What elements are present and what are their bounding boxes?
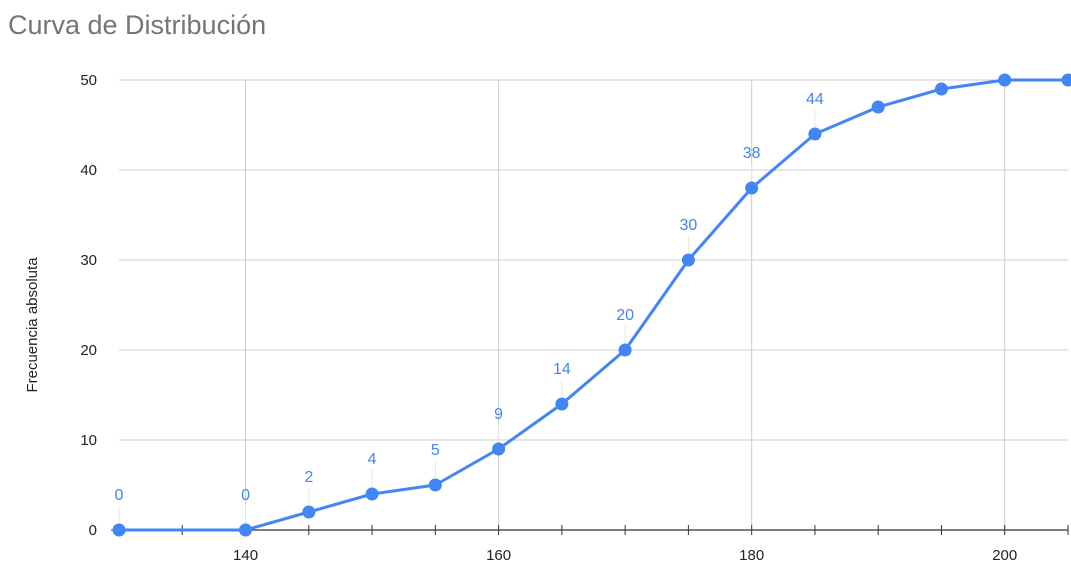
data-label-145: 2: [304, 469, 313, 486]
data-label-165: 14: [553, 361, 571, 378]
series-line: [112, 73, 1071, 537]
data-labels: 0 0 2 4 5 9 14 20 30 38 44: [115, 91, 824, 523]
data-point-175: [681, 253, 695, 267]
x-tick-160: 160: [486, 547, 511, 564]
y-tick-labels: 0 10 20 30 40 50: [80, 72, 97, 539]
x-tick-labels: 140 160 180 200: [233, 547, 1017, 564]
gridlines: [119, 79, 1068, 530]
y-tick-20: 20: [80, 342, 97, 359]
series-polyline: [119, 78, 1068, 532]
data-point-170: [618, 343, 632, 357]
y-tick-50: 50: [80, 72, 97, 89]
data-point-205: [1061, 73, 1071, 87]
data-label-130: 0: [115, 487, 124, 504]
data-point-160: [492, 442, 506, 456]
data-label-140: 0: [241, 487, 250, 504]
data-point-155: [428, 478, 442, 492]
data-label-180: 38: [743, 145, 761, 162]
data-point-150: [365, 487, 379, 501]
data-label-170: 20: [616, 307, 634, 324]
chart-title: Curva de Distribución: [8, 10, 267, 40]
data-point-165: [555, 397, 569, 411]
y-tick-0: 0: [89, 522, 97, 539]
y-axis-title: Frecuencia absoluta: [24, 257, 41, 393]
data-point-190: [871, 100, 885, 114]
data-point-145: [302, 505, 316, 519]
y-tick-10: 10: [80, 432, 97, 449]
data-label-155: 5: [431, 442, 440, 459]
x-tick-180: 180: [739, 547, 764, 564]
data-label-160: 9: [494, 406, 503, 423]
x-tick-140: 140: [233, 547, 258, 564]
y-tick-40: 40: [80, 162, 97, 179]
data-point-200: [998, 73, 1012, 87]
data-point-140: [239, 523, 253, 537]
data-label-185: 44: [806, 91, 824, 108]
data-point-130: [112, 523, 126, 537]
data-point-195: [934, 82, 948, 96]
y-tick-30: 30: [80, 252, 97, 269]
data-label-150: 4: [368, 451, 377, 468]
x-tick-200: 200: [992, 547, 1017, 564]
data-label-175: 30: [680, 217, 698, 234]
data-point-185: [808, 127, 822, 141]
data-point-180: [745, 181, 759, 195]
